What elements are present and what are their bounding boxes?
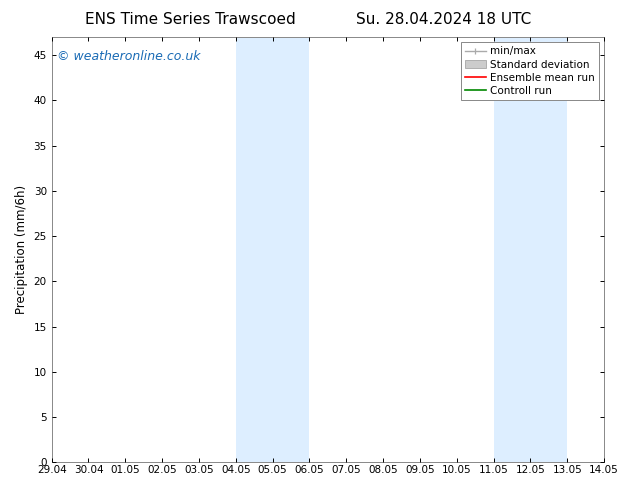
Bar xyxy=(236,37,273,462)
Text: Su. 28.04.2024 18 UTC: Su. 28.04.2024 18 UTC xyxy=(356,12,531,27)
Bar xyxy=(494,37,531,462)
Text: © weatheronline.co.uk: © weatheronline.co.uk xyxy=(57,50,201,63)
Bar xyxy=(531,37,567,462)
Bar xyxy=(273,37,309,462)
Text: ENS Time Series Trawscoed: ENS Time Series Trawscoed xyxy=(85,12,295,27)
Y-axis label: Precipitation (mm/6h): Precipitation (mm/6h) xyxy=(15,185,28,314)
Legend: min/max, Standard deviation, Ensemble mean run, Controll run: min/max, Standard deviation, Ensemble me… xyxy=(461,42,599,100)
